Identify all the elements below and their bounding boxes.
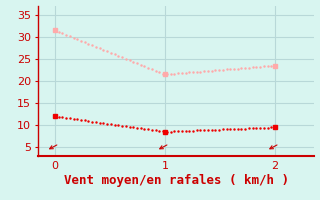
X-axis label: Vent moyen/en rafales ( km/h ): Vent moyen/en rafales ( km/h ) (63, 174, 289, 187)
